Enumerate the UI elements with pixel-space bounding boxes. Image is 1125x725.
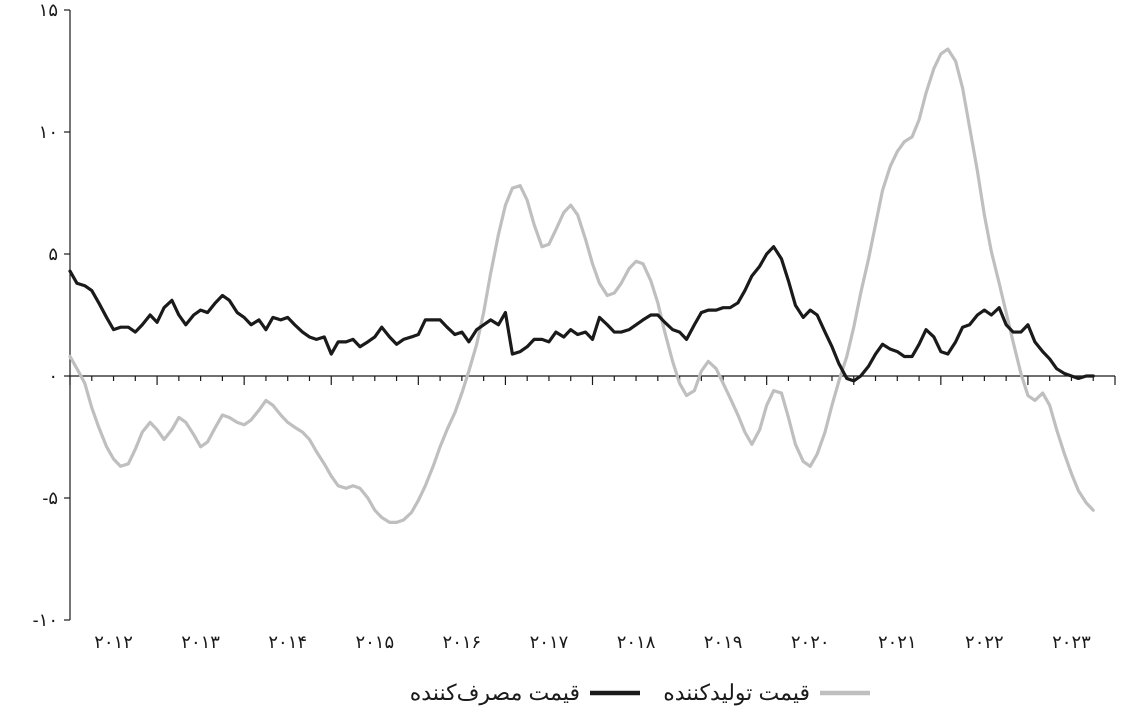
x-tick-label: ۲۰۲۱ [878, 632, 917, 652]
x-tick-label: ۲۰۱۵ [355, 632, 394, 652]
line-chart: -۱۰ -۵ ۰ ۵ ۱۰ ۱۵ ۲۰۱۲ ۲۰۱۳ ۲۰۱۴ ۲۰۱۵ ۲۰۱۶ ۲۰۱۷ ۲۰۱۸ ۲… [0, 0, 1125, 725]
x-tick-label: ۲۰۱۹ [704, 632, 743, 652]
x-tick-label: ۲۰۱۸ [617, 632, 656, 652]
legend-label: قیمت تولیدکننده [663, 680, 810, 706]
x-tick-label: ۲۰۲۳ [1052, 632, 1091, 652]
y-tick-label: ۵ [48, 244, 58, 264]
y-tick-label: ۱۵ [39, 0, 58, 20]
x-tick-label: ۲۰۱۲ [94, 632, 133, 652]
x-tick-label: ۲۰۱۶ [443, 632, 482, 652]
y-tick-label: ۱۰ [39, 122, 58, 142]
chart-svg: -۱۰ -۵ ۰ ۵ ۱۰ ۱۵ ۲۰۱۲ ۲۰۱۳ ۲۰۱۴ ۲۰۱۵ ۲۰۱۶ ۲۰۱۷ ۲۰۱۸ ۲… [0, 0, 1125, 725]
x-tick-label: ۲۰۲۲ [965, 632, 1004, 652]
x-tick-label: ۲۰۱۴ [268, 632, 307, 652]
chart-bg [0, 0, 1125, 725]
x-tick-label: ۲۰۱۳ [181, 632, 220, 652]
x-tick-label: ۲۰۲۰ [791, 632, 830, 652]
x-tick-label: ۲۰۱۷ [530, 632, 569, 652]
y-tick-label: -۱۰ [33, 610, 58, 630]
legend-label: قیمت مصرف‌کننده [410, 680, 580, 706]
y-tick-label: -۵ [42, 488, 58, 508]
y-tick-label: ۰ [48, 366, 58, 386]
